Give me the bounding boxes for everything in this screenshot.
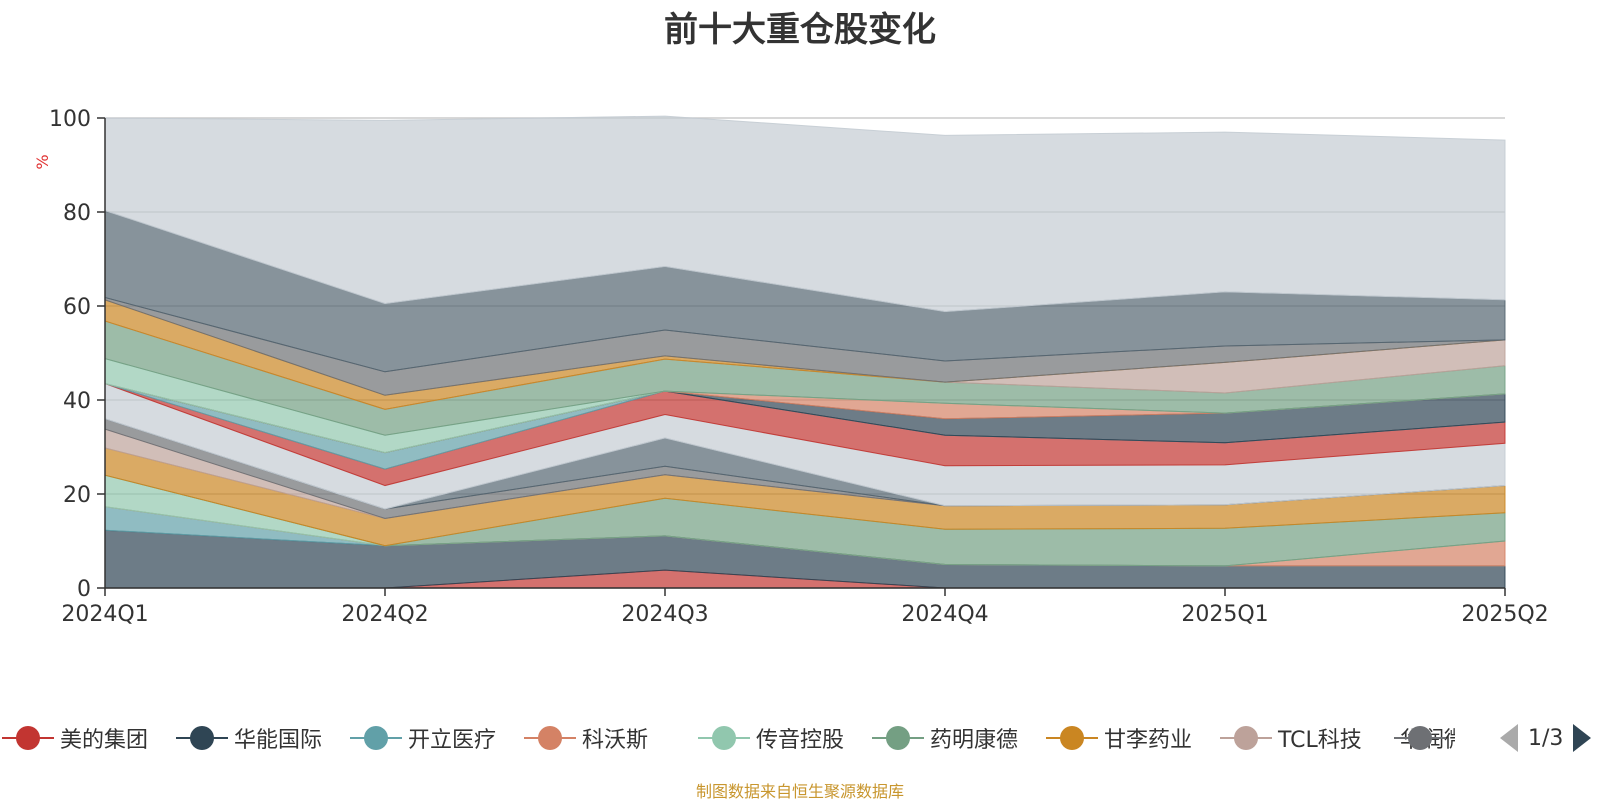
legend-item[interactable]: 开立医疗: [350, 718, 496, 758]
y-tick-label: 100: [49, 107, 91, 132]
area-series-unnamed: [104, 115, 1506, 313]
x-tick-label: 2024Q4: [901, 602, 988, 627]
legend-label: 药明康德: [930, 728, 1019, 753]
legend-item[interactable]: 药明康德: [872, 718, 1018, 758]
legend-label: TCL科技: [1278, 728, 1362, 753]
legend-prev-page-icon[interactable]: [1500, 724, 1518, 752]
legend-marker: [1220, 726, 1272, 750]
legend-marker: [524, 726, 576, 750]
legend-pager: 1/3: [1500, 718, 1592, 758]
legend-label: 科沃斯: [582, 728, 649, 753]
area-series-group: [104, 115, 1506, 589]
data-source-note: 制图数据来自恒生聚源数据库: [695, 782, 904, 801]
legend-item[interactable]: 科沃斯: [524, 718, 648, 758]
legend-next-page-icon[interactable]: [1573, 724, 1592, 752]
legend-item[interactable]: 甘李药业: [1046, 718, 1192, 758]
legend-marker: [176, 726, 228, 750]
y-tick-label: 40: [63, 389, 91, 414]
legend-item[interactable]: 华润微: [1394, 718, 1455, 758]
legend-label: 开立医疗: [408, 728, 497, 753]
legend-label: 传音控股: [756, 728, 845, 753]
y-axis-label: %: [33, 154, 52, 169]
x-tick-label: 2025Q2: [1461, 602, 1548, 627]
y-tick-label: 60: [63, 295, 91, 320]
y-tick-label: 20: [63, 483, 91, 508]
legend-label: 美的集团: [60, 728, 149, 753]
legend-marker: [2, 726, 54, 750]
legend-item[interactable]: 美的集团: [2, 718, 148, 758]
legend-item[interactable]: TCL科技: [1220, 718, 1362, 758]
legend-marker: [1046, 726, 1098, 750]
chart-title: 前十大重仓股变化: [664, 10, 936, 50]
legend-item[interactable]: 传音控股: [698, 718, 844, 758]
legend: 美的集团 华能国际 开立医疗 科沃斯 传音控股 药明康德 甘李药业 TCL科技 华润微: [0, 718, 1600, 758]
legend-marker: [350, 726, 402, 750]
y-tick-label: 0: [77, 577, 91, 602]
x-tick-label: 2024Q2: [341, 602, 428, 627]
x-tick-label: 2024Q1: [61, 602, 148, 627]
legend-page-indicator: 1/3: [1528, 725, 1564, 751]
legend-marker: [698, 726, 750, 750]
x-tick-label: 2025Q1: [1181, 602, 1268, 627]
legend-label: 甘李药业: [1104, 728, 1193, 753]
axes: 0 20 40 60 80 100 2024Q1 2024Q2 2024Q3 2024Q4 2025…: [33, 107, 1549, 627]
legend-item[interactable]: 华能国际: [176, 718, 322, 758]
y-tick-label: 80: [63, 201, 91, 226]
x-tick-label: 2024Q3: [621, 602, 708, 627]
legend-label: 华能国际: [234, 728, 323, 753]
legend-marker: [872, 726, 924, 750]
